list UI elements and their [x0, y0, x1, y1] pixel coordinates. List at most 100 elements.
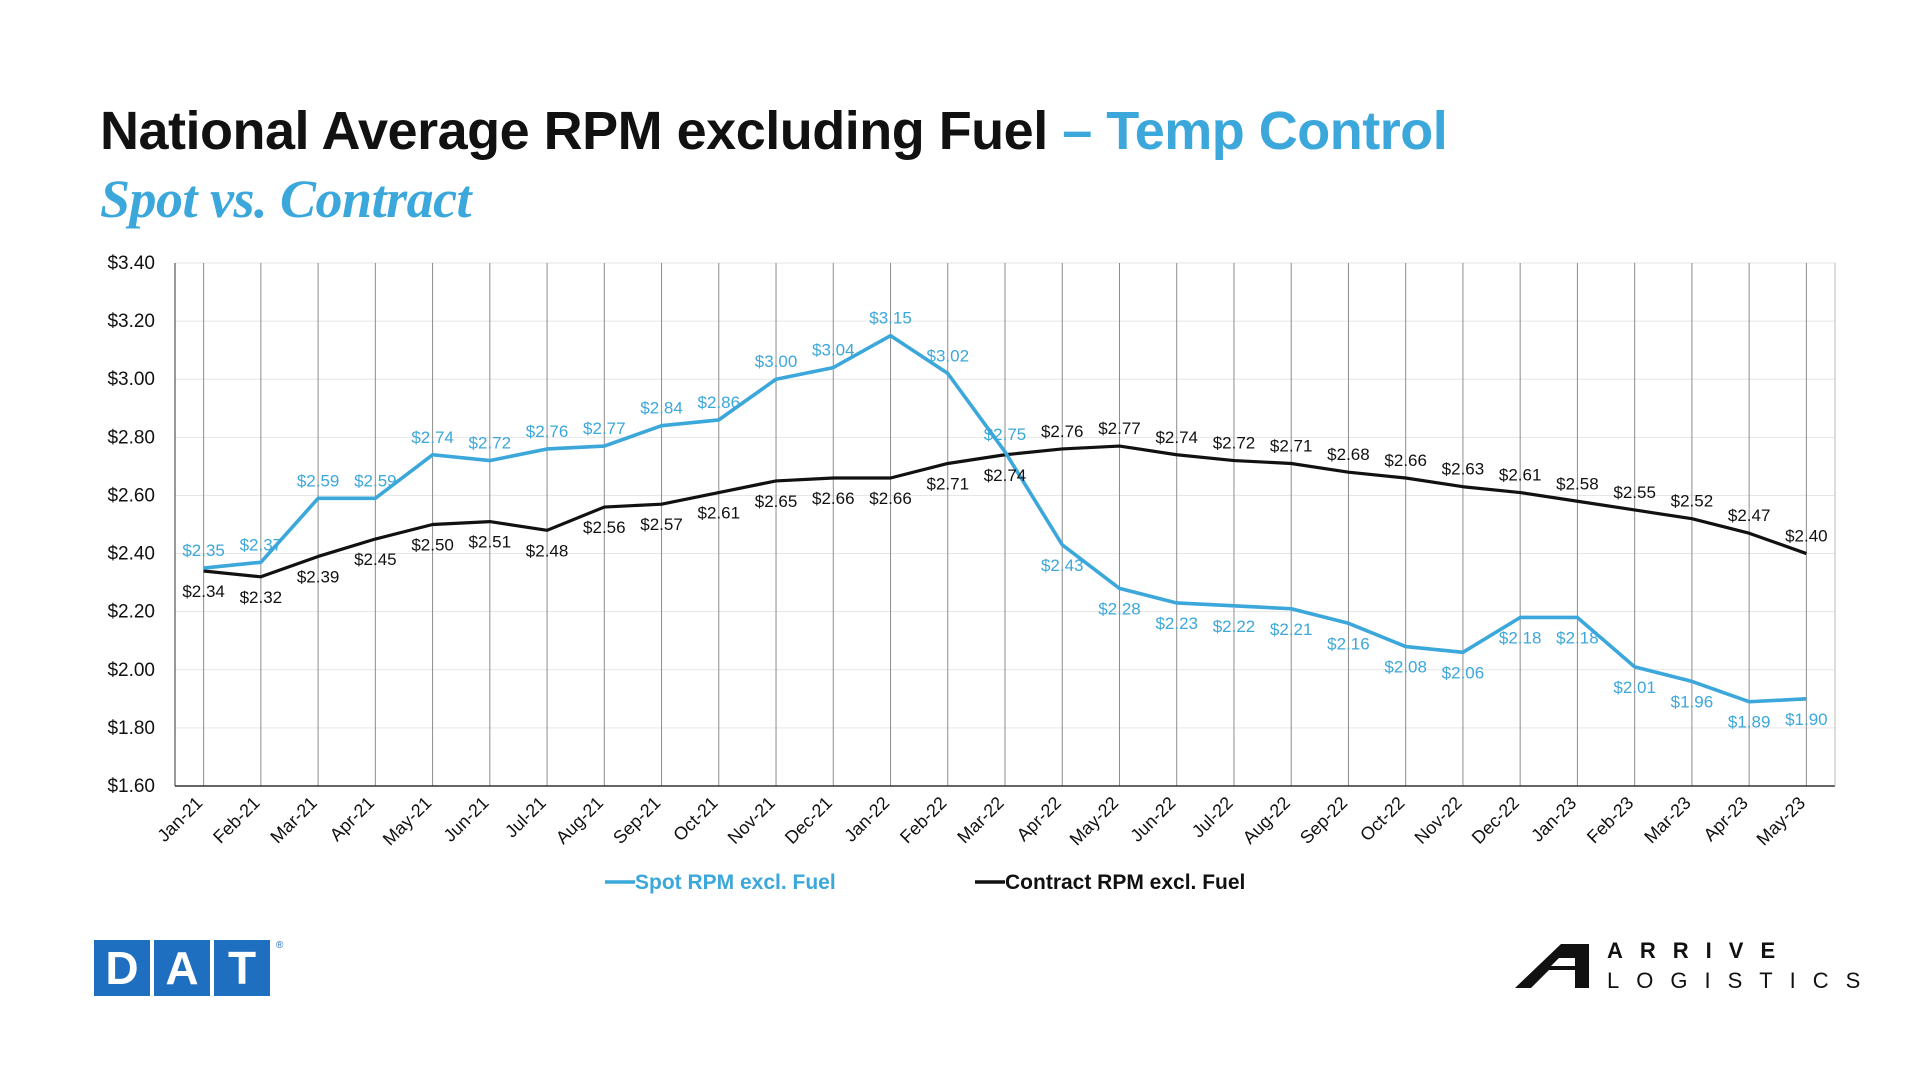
data-label-spot: $2.06 — [1442, 663, 1485, 682]
data-label-spot: $2.86 — [698, 393, 741, 412]
registered-mark-icon: ® — [276, 940, 284, 951]
data-label-spot: $1.90 — [1785, 710, 1828, 729]
y-tick-label: $1.80 — [107, 718, 155, 739]
x-tick-label: Apr-23 — [1700, 793, 1752, 845]
x-tick-label: Feb-22 — [896, 793, 950, 847]
data-label-spot: $3.04 — [812, 341, 855, 360]
data-label-spot: $2.35 — [182, 541, 225, 560]
data-label-contract: $2.65 — [755, 492, 798, 511]
data-label-spot: $2.59 — [354, 471, 397, 490]
x-tick-label: Dec-22 — [1468, 793, 1523, 848]
data-label-contract: $2.57 — [640, 515, 683, 534]
data-label-spot: $1.96 — [1671, 692, 1714, 711]
data-label-contract: $2.68 — [1327, 445, 1370, 464]
data-label-spot: $2.16 — [1327, 634, 1370, 653]
data-label-contract: $2.56 — [583, 518, 626, 537]
data-label-spot: $2.22 — [1213, 617, 1256, 636]
y-tick-label: $2.60 — [107, 485, 155, 506]
x-tick-label: Oct-21 — [669, 793, 721, 845]
y-tick-label: $2.80 — [107, 427, 155, 448]
data-label-contract: $2.71 — [1270, 436, 1313, 455]
data-label-spot: $2.76 — [526, 422, 569, 441]
x-tick-label: Mar-21 — [266, 793, 320, 847]
y-tick-label: $1.60 — [107, 776, 155, 797]
data-label-spot: $2.77 — [583, 419, 626, 438]
y-tick-label: $2.40 — [107, 544, 155, 565]
x-tick-label: Jun-21 — [440, 793, 493, 846]
data-label-contract: $2.71 — [926, 474, 969, 493]
data-label-spot: $3.02 — [926, 346, 969, 365]
data-label-contract: $2.40 — [1785, 527, 1828, 546]
data-label-contract: $2.47 — [1728, 506, 1771, 525]
x-tick-label: Nov-22 — [1411, 793, 1466, 848]
data-label-spot: $2.59 — [297, 471, 340, 490]
data-label-contract: $2.74 — [1155, 428, 1198, 447]
data-label-spot: $2.18 — [1556, 628, 1599, 647]
x-tick-label: Sep-21 — [609, 793, 664, 848]
data-label-contract: $2.66 — [869, 489, 912, 508]
data-label-contract: $2.50 — [411, 536, 454, 555]
x-tick-label: Jun-22 — [1126, 793, 1179, 846]
y-tick-label: $2.20 — [107, 602, 155, 623]
data-label-spot: $2.72 — [469, 434, 512, 453]
chart-title: National Average RPM excluding Fuel – Te… — [100, 100, 1448, 162]
data-label-spot: $2.28 — [1098, 599, 1141, 618]
data-label-contract: $2.72 — [1213, 434, 1256, 453]
dat-logo-letter-t: T — [214, 940, 270, 996]
y-tick-label: $3.20 — [107, 311, 155, 332]
x-tick-label: Jan-21 — [153, 793, 206, 846]
data-label-spot: $2.43 — [1041, 556, 1084, 575]
x-tick-label: Nov-21 — [724, 793, 779, 848]
data-label-spot: $2.08 — [1384, 658, 1427, 677]
y-tick-label: $2.00 — [107, 660, 155, 681]
x-tick-label: Aug-21 — [552, 793, 607, 848]
x-tick-label: Mar-23 — [1640, 793, 1694, 847]
data-label-spot: $3.15 — [869, 309, 912, 328]
data-label-spot: $2.84 — [640, 399, 683, 418]
data-label-contract: $2.77 — [1098, 419, 1141, 438]
data-label-contract: $2.34 — [182, 582, 225, 601]
data-label-spot: $2.18 — [1499, 628, 1542, 647]
data-label-spot: $2.01 — [1613, 678, 1656, 697]
data-label-contract: $2.39 — [297, 567, 340, 586]
x-tick-label: Jan-22 — [840, 793, 893, 846]
data-label-contract: $2.63 — [1442, 460, 1485, 479]
data-label-contract: $2.66 — [812, 489, 855, 508]
data-label-contract: $2.52 — [1671, 492, 1714, 511]
x-tick-label: Apr-21 — [326, 793, 378, 845]
data-label-spot: $3.00 — [755, 352, 798, 371]
data-label-contract: $2.55 — [1613, 483, 1656, 502]
data-label-contract: $2.66 — [1384, 451, 1427, 470]
x-tick-label: Jan-23 — [1527, 793, 1580, 846]
y-tick-label: $3.00 — [107, 369, 155, 390]
data-label-contract: $2.58 — [1556, 474, 1599, 493]
data-label-contract: $2.61 — [1499, 466, 1542, 485]
data-label-spot: $2.23 — [1155, 614, 1198, 633]
arrive-logistics-logo: ARRIVE LOGISTICS — [1515, 938, 1877, 994]
data-label-contract: $2.32 — [240, 588, 283, 607]
x-tick-label: Oct-22 — [1356, 793, 1408, 845]
data-label-contract: $2.51 — [469, 533, 512, 552]
x-tick-label: Jul-22 — [1188, 793, 1237, 842]
x-tick-label: Dec-21 — [781, 793, 836, 848]
x-tick-label: Apr-22 — [1013, 793, 1065, 845]
x-tick-label: May-22 — [1066, 793, 1123, 850]
x-tick-label: Mar-22 — [953, 793, 1007, 847]
x-tick-label: May-21 — [379, 793, 436, 850]
chart-title-main: National Average RPM excluding Fuel — [100, 101, 1048, 161]
data-label-spot: $2.37 — [240, 535, 283, 554]
x-tick-label: Feb-21 — [209, 793, 263, 847]
data-label-contract: $2.76 — [1041, 422, 1084, 441]
arrive-logo-line1: ARRIVE — [1607, 938, 1793, 963]
data-label-spot: $2.21 — [1270, 620, 1313, 639]
legend-label-contract: Contract RPM excl. Fuel — [1005, 871, 1245, 894]
chart-subtitle: Spot vs. Contract — [100, 169, 472, 229]
x-tick-label: Feb-23 — [1583, 793, 1637, 847]
x-tick-label: Sep-22 — [1296, 793, 1351, 848]
data-label-contract: $2.48 — [526, 541, 569, 560]
arrive-logo-mark-icon — [1515, 944, 1589, 988]
data-label-spot: $2.74 — [411, 428, 454, 447]
dat-logo-letter-d: D — [94, 940, 150, 996]
x-tick-label: May-23 — [1753, 793, 1810, 850]
